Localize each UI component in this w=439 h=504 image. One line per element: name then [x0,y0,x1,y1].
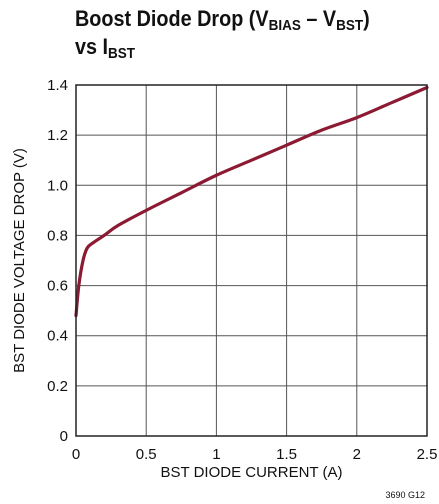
y-tick-label: 1.2 [47,127,68,144]
grid [75,84,428,437]
chart-title: Boost Diode Drop (VBIAS – VBST) vs IBST [75,6,399,62]
x-tick-label: 2 [353,446,361,463]
x-tick-label: 1.5 [276,446,297,463]
y-axis-label: BST DIODE VOLTAGE DROP (V) [11,148,28,373]
x-tick-label: 1 [212,446,220,463]
series-line [74,85,429,318]
y-tick-label: 0.8 [47,227,68,244]
y-tick-label: 1.0 [47,177,68,194]
figure-number: 3690 G12 [385,490,425,500]
y-tick-label: 0.4 [47,328,68,345]
title-line-2: vs IBST [75,34,136,62]
x-tick-label: 0 [72,446,80,463]
y-tick-label: 0.2 [47,378,68,395]
tick-labels: 0 0.5 1 1.5 2 2.5 0 0.2 0.4 0.6 0.8 1.0 1.2 1.4 [47,77,437,463]
x-axis-label: BST DIODE CURRENT (A) [161,464,343,481]
x-tick-label: 0.5 [136,446,157,463]
y-tick-label: 1.4 [47,77,68,94]
plot-frame [75,84,428,437]
title-line-1: Boost Diode Drop (VBIAS – VBST) [75,6,370,34]
y-tick-label: 0.6 [47,278,68,295]
series-group [74,85,429,318]
y-tick-label: 0 [60,428,68,445]
x-tick-label: 2.5 [417,446,438,463]
